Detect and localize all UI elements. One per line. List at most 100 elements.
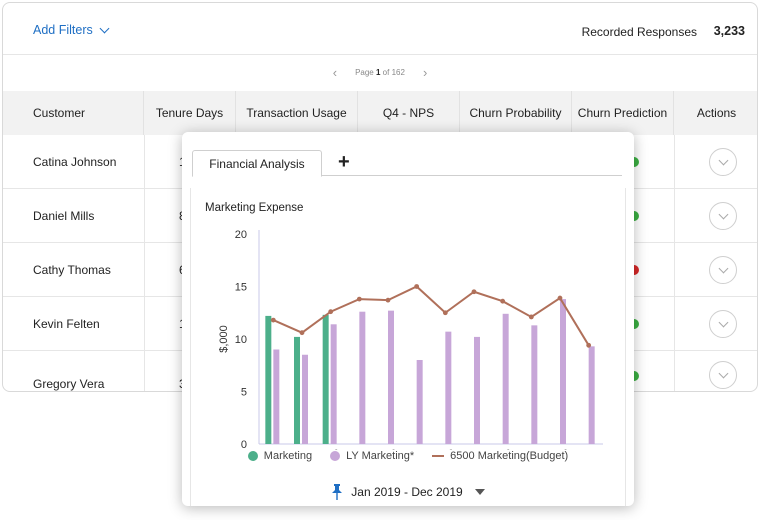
add-filters-button[interactable]: Add Filters: [33, 23, 110, 37]
y-tick-label: 5: [241, 387, 247, 399]
column-header-transaction-usage[interactable]: Transaction Usage: [236, 91, 358, 135]
caret-down-icon: [474, 489, 485, 495]
legend-item-ly-marketing[interactable]: LY Marketing*: [330, 450, 414, 462]
bar-ly-marketing-: [588, 346, 595, 444]
popup-tab-bar: Financial Analysis +: [192, 150, 622, 177]
page-word: Page: [355, 67, 374, 77]
column-header-churn-prediction[interactable]: Churn Prediction: [572, 91, 674, 135]
chevron-down-icon: [99, 23, 110, 33]
recorded-responses-count: 3,233: [713, 24, 745, 38]
legend-label: Marketing: [263, 450, 313, 462]
row-actions-button[interactable]: [709, 202, 737, 230]
pagination: ‹ Page 1 of 162 ›: [3, 55, 757, 89]
chevron-down-icon: [718, 317, 729, 328]
churn-status-indicator: [631, 371, 639, 381]
bar-ly-marketing-: [445, 331, 452, 444]
chevron-down-icon: [718, 263, 729, 274]
filter-bar: Add Filters Recorded Responses 3,233: [3, 3, 757, 55]
legend-swatch: [432, 455, 445, 457]
churn-status-indicator: [631, 265, 639, 275]
customer-name: Cathy Thomas: [33, 263, 111, 277]
row-actions-button[interactable]: [709, 310, 737, 338]
bar-marketing: [322, 314, 329, 444]
budget-line: [272, 285, 590, 346]
budget-point: [500, 298, 506, 304]
budget-point: [270, 317, 276, 323]
table-header: Customer Tenure Days Transaction Usage Q…: [3, 91, 757, 135]
chevron-down-icon: [718, 209, 729, 220]
page-indicator: Page 1 of 162: [355, 68, 405, 77]
row-actions-button[interactable]: [709, 256, 737, 284]
column-divider: [674, 135, 675, 391]
row-actions-button[interactable]: [709, 148, 737, 176]
total-pages: 162: [391, 67, 405, 77]
bar-ly-marketing-: [502, 313, 509, 444]
bar-ly-marketing-: [531, 325, 538, 444]
chevron-down-icon: [718, 368, 729, 379]
recorded-responses-label: Recorded Responses: [581, 25, 697, 39]
y-axis-label: $,000: [218, 325, 230, 353]
legend-swatch: [330, 451, 341, 461]
budget-point: [557, 295, 563, 301]
legend-item-budget[interactable]: 6500 Marketing(Budget): [432, 450, 568, 462]
churn-status-indicator: [631, 157, 639, 167]
customer-name: Daniel Mills: [33, 209, 95, 223]
bar-ly-marketing-: [302, 354, 308, 444]
legend-label: LY Marketing*: [346, 450, 415, 462]
legend-item-marketing[interactable]: Marketing: [247, 450, 313, 462]
column-header-q4-nps[interactable]: Q4 - NPS: [358, 91, 460, 135]
customer-name: Catina Johnson: [33, 155, 117, 169]
row-actions-button[interactable]: [709, 361, 737, 389]
bar-ly-marketing-: [388, 310, 394, 444]
column-header-actions: Actions: [696, 106, 737, 120]
budget-point: [414, 284, 420, 289]
table-row[interactable]: Gregory Vera 3: [3, 351, 757, 391]
prev-page-icon[interactable]: ‹: [332, 64, 338, 80]
of-word: of: [382, 67, 390, 77]
current-page: 1: [375, 67, 381, 77]
financial-analysis-popup: Financial Analysis + Marketing Expense 0…: [182, 132, 634, 506]
add-filters-label: Add Filters: [33, 23, 93, 37]
budget-point: [586, 342, 592, 348]
customer-name: Kevin Felten: [33, 317, 100, 331]
budget-point: [356, 296, 362, 302]
bar-marketing: [265, 315, 272, 444]
column-header-customer[interactable]: Customer: [3, 91, 144, 135]
bar-ly-marketing-: [359, 311, 366, 444]
bar-ly-marketing-: [273, 349, 280, 444]
budget-point: [385, 297, 391, 303]
bar-ly-marketing-: [560, 299, 566, 444]
y-tick-label: 20: [235, 229, 247, 241]
column-header-tenure[interactable]: Tenure Days: [144, 91, 236, 135]
pin-icon: [332, 484, 343, 500]
legend-swatch: [247, 451, 258, 461]
chart-legend: Marketing LY Marketing* 6500 Marketing(B…: [191, 450, 625, 462]
bar-ly-marketing-: [416, 360, 423, 444]
plus-icon[interactable]: +: [338, 151, 350, 173]
bar-ly-marketing-: [474, 336, 480, 444]
churn-status-indicator: [631, 319, 639, 329]
bar-ly-marketing-: [330, 324, 337, 444]
y-tick-label: 0: [241, 439, 247, 450]
budget-point: [528, 314, 534, 320]
budget-point: [442, 310, 448, 316]
date-range-label: Jan 2019 - Dec 2019: [351, 485, 463, 499]
y-tick-label: 15: [235, 282, 247, 294]
next-page-icon[interactable]: ›: [422, 64, 428, 80]
budget-point: [471, 289, 477, 295]
tab-financial-analysis[interactable]: Financial Analysis: [192, 150, 322, 177]
column-divider: [144, 135, 145, 391]
chevron-down-icon: [718, 155, 729, 166]
bar-marketing: [294, 336, 300, 444]
date-range-selector[interactable]: Jan 2019 - Dec 2019: [191, 484, 625, 500]
column-header-churn-probability[interactable]: Churn Probability: [460, 91, 572, 135]
y-tick-label: 10: [235, 334, 247, 346]
churn-status-indicator: [631, 211, 639, 221]
customer-name: Gregory Vera: [33, 377, 105, 391]
budget-point: [328, 309, 334, 315]
budget-point: [299, 330, 305, 336]
legend-label: 6500 Marketing(Budget): [450, 450, 569, 462]
chart-title: Marketing Expense: [205, 202, 304, 214]
